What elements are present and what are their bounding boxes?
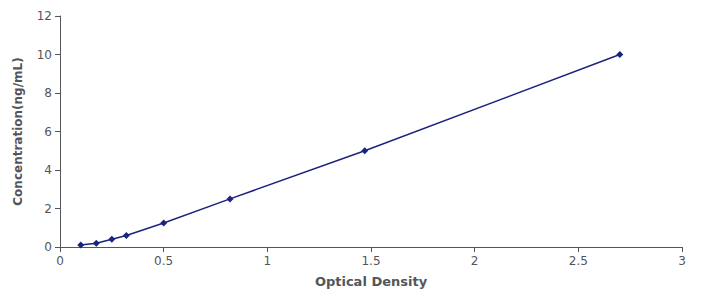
- svg-text:3: 3: [678, 254, 686, 268]
- svg-text:1: 1: [264, 254, 272, 268]
- svg-text:0.5: 0.5: [154, 254, 173, 268]
- svg-text:Optical Density: Optical Density: [315, 274, 428, 289]
- svg-text:Concentration(ng/mL): Concentration(ng/mL): [11, 57, 25, 205]
- svg-text:10: 10: [37, 48, 52, 62]
- svg-text:1.5: 1.5: [361, 254, 380, 268]
- svg-text:0: 0: [44, 240, 52, 254]
- svg-text:4: 4: [44, 163, 52, 177]
- svg-text:2: 2: [44, 202, 52, 216]
- svg-text:12: 12: [37, 9, 52, 23]
- svg-text:6: 6: [44, 125, 52, 139]
- svg-text:0: 0: [56, 254, 64, 268]
- svg-text:8: 8: [44, 86, 52, 100]
- svg-text:2.5: 2.5: [569, 254, 588, 268]
- svg-text:2: 2: [471, 254, 479, 268]
